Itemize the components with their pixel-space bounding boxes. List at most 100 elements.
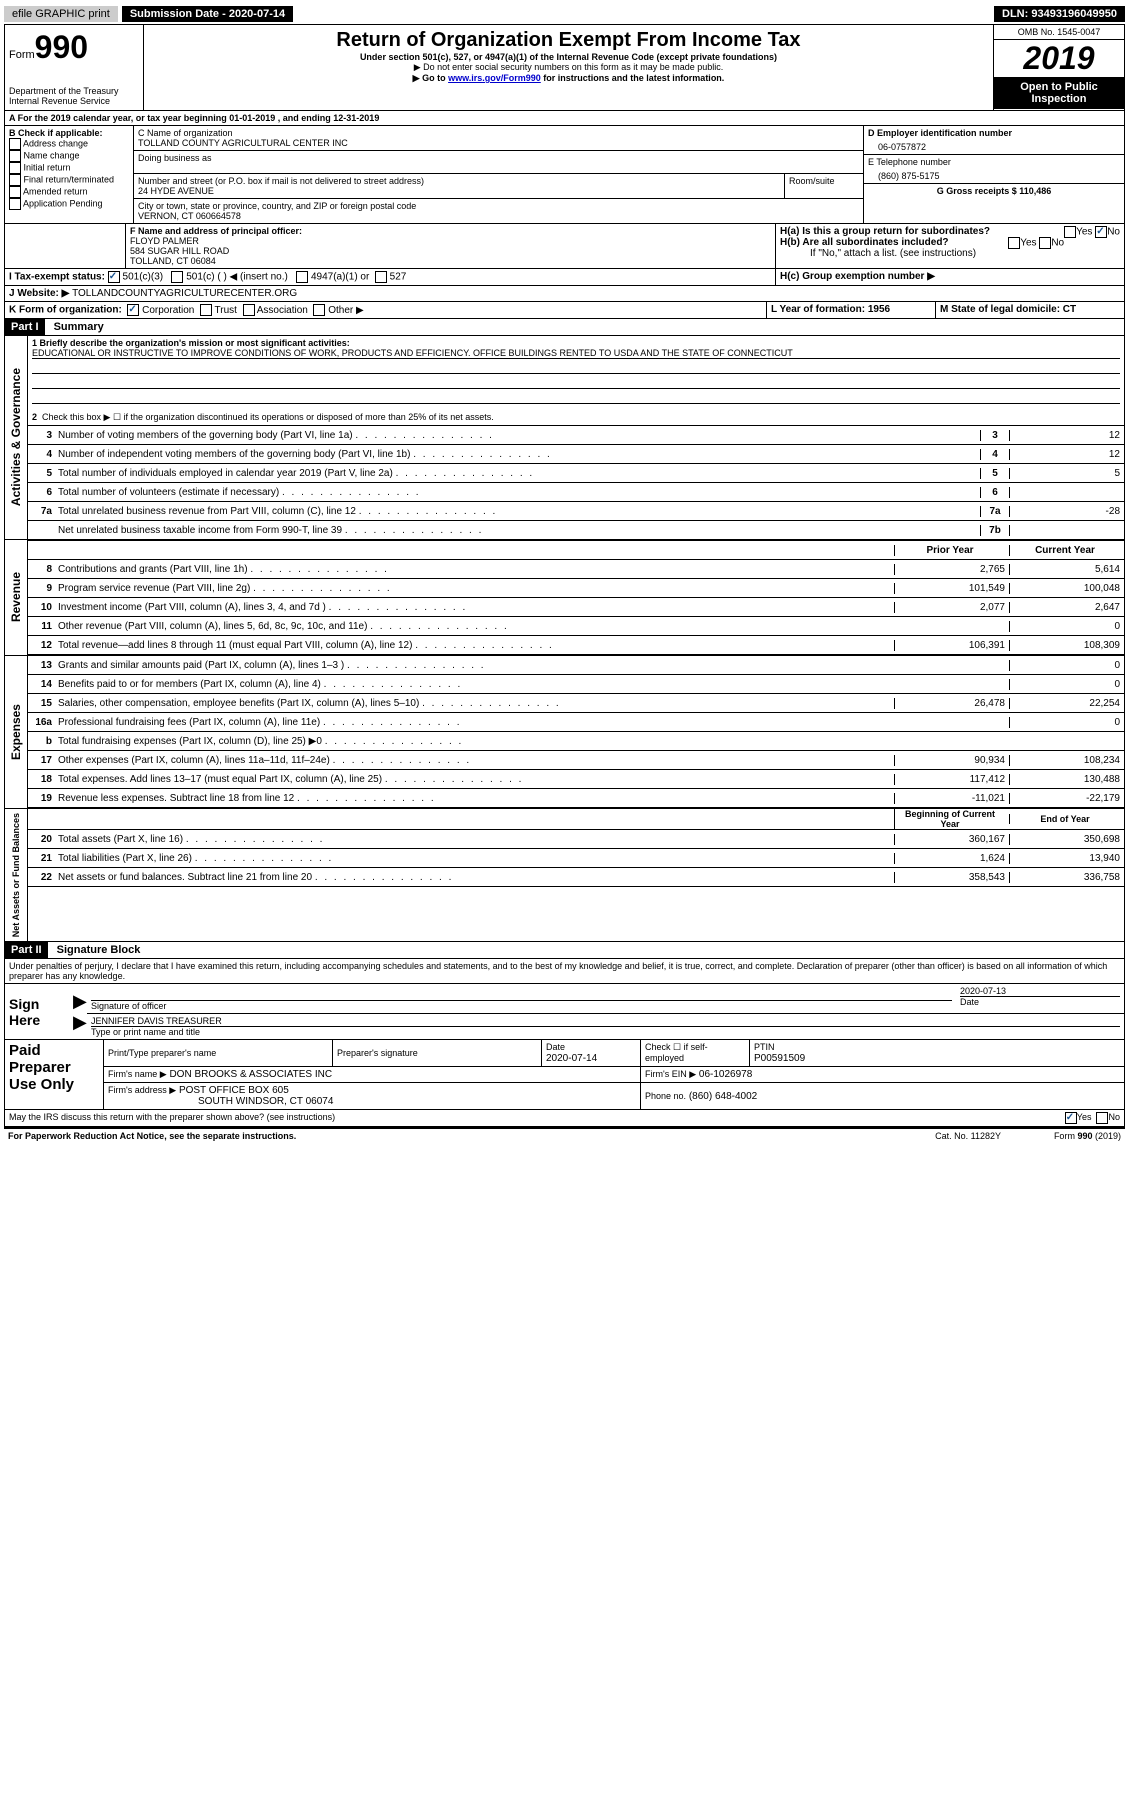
activities-label: Activities & Governance bbox=[5, 336, 28, 539]
part1-body: Activities & Governance 1 Briefly descri… bbox=[4, 336, 1125, 540]
501c-check[interactable] bbox=[171, 271, 183, 283]
form-subtitle: Under section 501(c), 527, or 4947(a)(1)… bbox=[148, 52, 989, 62]
prep-date-label: Date bbox=[546, 1042, 565, 1052]
netassets-section: Net Assets or Fund Balances Beginning of… bbox=[4, 809, 1125, 942]
firm-ein-label: Firm's EIN ▶ bbox=[645, 1069, 696, 1079]
line2-text: Check this box ▶ ☐ if the organization d… bbox=[42, 412, 494, 422]
year-formation: L Year of formation: 1956 bbox=[767, 302, 936, 318]
room-label: Room/suite bbox=[789, 176, 859, 186]
state-domicile: M State of legal domicile: CT bbox=[936, 302, 1124, 318]
revenue-section: Revenue Prior Year Current Year 8Contrib… bbox=[4, 540, 1125, 656]
hc-label: H(c) Group exemption number ▶ bbox=[776, 269, 1124, 285]
hb-no[interactable] bbox=[1039, 237, 1051, 249]
4947-check[interactable] bbox=[296, 271, 308, 283]
discuss-yes[interactable] bbox=[1065, 1112, 1077, 1124]
expenses-label: Expenses bbox=[5, 656, 28, 808]
section-j-label: J Website: ▶ bbox=[9, 288, 69, 299]
checkbox-initial-return[interactable] bbox=[9, 162, 21, 174]
officer-addr2: TOLLAND, CT 06084 bbox=[130, 256, 771, 266]
part1-header: Part I bbox=[5, 319, 45, 335]
prep-sig-label: Preparer's signature bbox=[337, 1048, 418, 1058]
checkbox-amended-return[interactable] bbox=[9, 186, 21, 198]
officer-name: FLOYD PALMER bbox=[130, 236, 771, 246]
ptin-label: PTIN bbox=[754, 1042, 775, 1052]
prep-phone: (860) 648-4002 bbox=[689, 1091, 757, 1102]
discuss-text: May the IRS discuss this return with the… bbox=[9, 1112, 335, 1124]
firm-name-label: Firm's name ▶ bbox=[108, 1069, 167, 1079]
officer-addr1: 584 SUGAR HILL ROAD bbox=[130, 246, 771, 256]
mission-text: EDUCATIONAL OR INSTRUCTIVE TO IMPROVE CO… bbox=[32, 348, 1120, 359]
hb-yes[interactable] bbox=[1008, 237, 1020, 249]
501c3-check[interactable] bbox=[108, 271, 120, 283]
prior-year-header: Prior Year bbox=[894, 545, 1009, 556]
opt-4947: 4947(a)(1) or bbox=[311, 272, 369, 283]
checkbox-application-pending[interactable] bbox=[9, 198, 21, 210]
addr-label: Number and street (or P.O. box if mail i… bbox=[138, 176, 780, 186]
section-b-label: B Check if applicable: bbox=[9, 128, 129, 138]
ptin-value: P00591509 bbox=[754, 1053, 805, 1064]
note2-pre: ▶ Go to bbox=[413, 73, 448, 83]
line1-label: 1 Briefly describe the organization's mi… bbox=[32, 338, 350, 348]
part1-title: Summary bbox=[48, 321, 104, 333]
prep-name-label: Print/Type preparer's name bbox=[108, 1048, 216, 1058]
sign-date: 2020-07-13 bbox=[960, 986, 1120, 997]
form-footer: Form 990 (2019) bbox=[1001, 1131, 1121, 1141]
sign-here-block: Sign Here ▶▶ Signature of officer 2020-0… bbox=[4, 984, 1125, 1040]
checkbox-address-change[interactable] bbox=[9, 138, 21, 150]
gross-receipts: G Gross receipts $ 110,486 bbox=[864, 184, 1124, 198]
checkbox-final-return-terminated[interactable] bbox=[9, 174, 21, 186]
expenses-section: Expenses 13Grants and similar amounts pa… bbox=[4, 656, 1125, 809]
k-opt-check[interactable] bbox=[243, 304, 255, 316]
officer-group-block: F Name and address of principal officer:… bbox=[4, 224, 1125, 269]
section-i-label: I Tax-exempt status: bbox=[9, 272, 105, 283]
k-opt-check[interactable] bbox=[313, 304, 325, 316]
527-check[interactable] bbox=[375, 271, 387, 283]
omb-number: OMB No. 1545-0047 bbox=[994, 25, 1124, 40]
k-opt-check[interactable] bbox=[200, 304, 212, 316]
paid-preparer-block: Paid Preparer Use Only Print/Type prepar… bbox=[4, 1040, 1125, 1110]
hb-note: If "No," attach a list. (see instruction… bbox=[780, 248, 1120, 259]
self-employed-label: Check ☐ if self-employed bbox=[645, 1042, 708, 1063]
checkbox-name-change[interactable] bbox=[9, 150, 21, 162]
sign-date-label: Date bbox=[960, 997, 1120, 1007]
part2-header: Part II bbox=[5, 942, 48, 958]
opt-501c: 501(c) ( ) ◀ (insert no.) bbox=[186, 272, 288, 283]
k-opt-check[interactable] bbox=[127, 304, 139, 316]
sig-officer-label: Signature of officer bbox=[91, 1001, 952, 1011]
footer-row: For Paperwork Reduction Act Notice, see … bbox=[4, 1127, 1125, 1143]
firm-addr1: POST OFFICE BOX 605 bbox=[179, 1085, 289, 1096]
form-number: 990 bbox=[35, 29, 88, 65]
firm-addr2: SOUTH WINDSOR, CT 06074 bbox=[108, 1096, 333, 1107]
officer-print-name: JENNIFER DAVIS TREASURER bbox=[91, 1016, 1120, 1027]
part2-title: Signature Block bbox=[51, 944, 141, 956]
netassets-label: Net Assets or Fund Balances bbox=[5, 809, 28, 941]
org-info-block: B Check if applicable: Address change Na… bbox=[4, 126, 1125, 224]
ha-yes[interactable] bbox=[1064, 226, 1076, 238]
tax-year: 2019 bbox=[994, 40, 1124, 77]
dba-label: Doing business as bbox=[138, 153, 859, 163]
section-d-label: D Employer identification number bbox=[868, 128, 1120, 138]
form-label: Form bbox=[9, 49, 35, 61]
org-address: 24 HYDE AVENUE bbox=[138, 186, 780, 196]
end-year-header: End of Year bbox=[1009, 814, 1124, 824]
irs-link[interactable]: www.irs.gov/Form990 bbox=[448, 73, 541, 83]
section-a-period: A For the 2019 calendar year, or tax yea… bbox=[4, 111, 1125, 126]
ha-no[interactable] bbox=[1095, 226, 1107, 238]
website-value: TOLLANDCOUNTYAGRICULTURECENTER.ORG bbox=[72, 288, 297, 299]
klm-row: K Form of organization: Corporation Trus… bbox=[4, 302, 1125, 319]
firm-name: DON BROOKS & ASSOCIATES INC bbox=[169, 1069, 332, 1080]
dln: DLN: 93493196049950 bbox=[994, 6, 1125, 22]
org-city: VERNON, CT 060664578 bbox=[138, 211, 859, 221]
cat-no: Cat. No. 11282Y bbox=[935, 1131, 1001, 1141]
form-title: Return of Organization Exempt From Incom… bbox=[148, 29, 989, 52]
form-note1: ▶ Do not enter social security numbers o… bbox=[148, 62, 989, 73]
website-row: J Website: ▶ TOLLANDCOUNTYAGRICULTURECEN… bbox=[4, 286, 1125, 302]
discuss-no[interactable] bbox=[1096, 1112, 1108, 1124]
paperwork-notice: For Paperwork Reduction Act Notice, see … bbox=[8, 1131, 296, 1141]
section-c-label: C Name of organization bbox=[138, 128, 859, 138]
ha-label: H(a) Is this a group return for subordin… bbox=[780, 226, 990, 237]
open-inspection: Open to Public Inspection bbox=[994, 77, 1124, 109]
submission-date: Submission Date - 2020-07-14 bbox=[122, 6, 293, 22]
org-name: TOLLAND COUNTY AGRICULTURAL CENTER INC bbox=[138, 138, 859, 148]
hb-label: H(b) Are all subordinates included? bbox=[780, 237, 949, 248]
